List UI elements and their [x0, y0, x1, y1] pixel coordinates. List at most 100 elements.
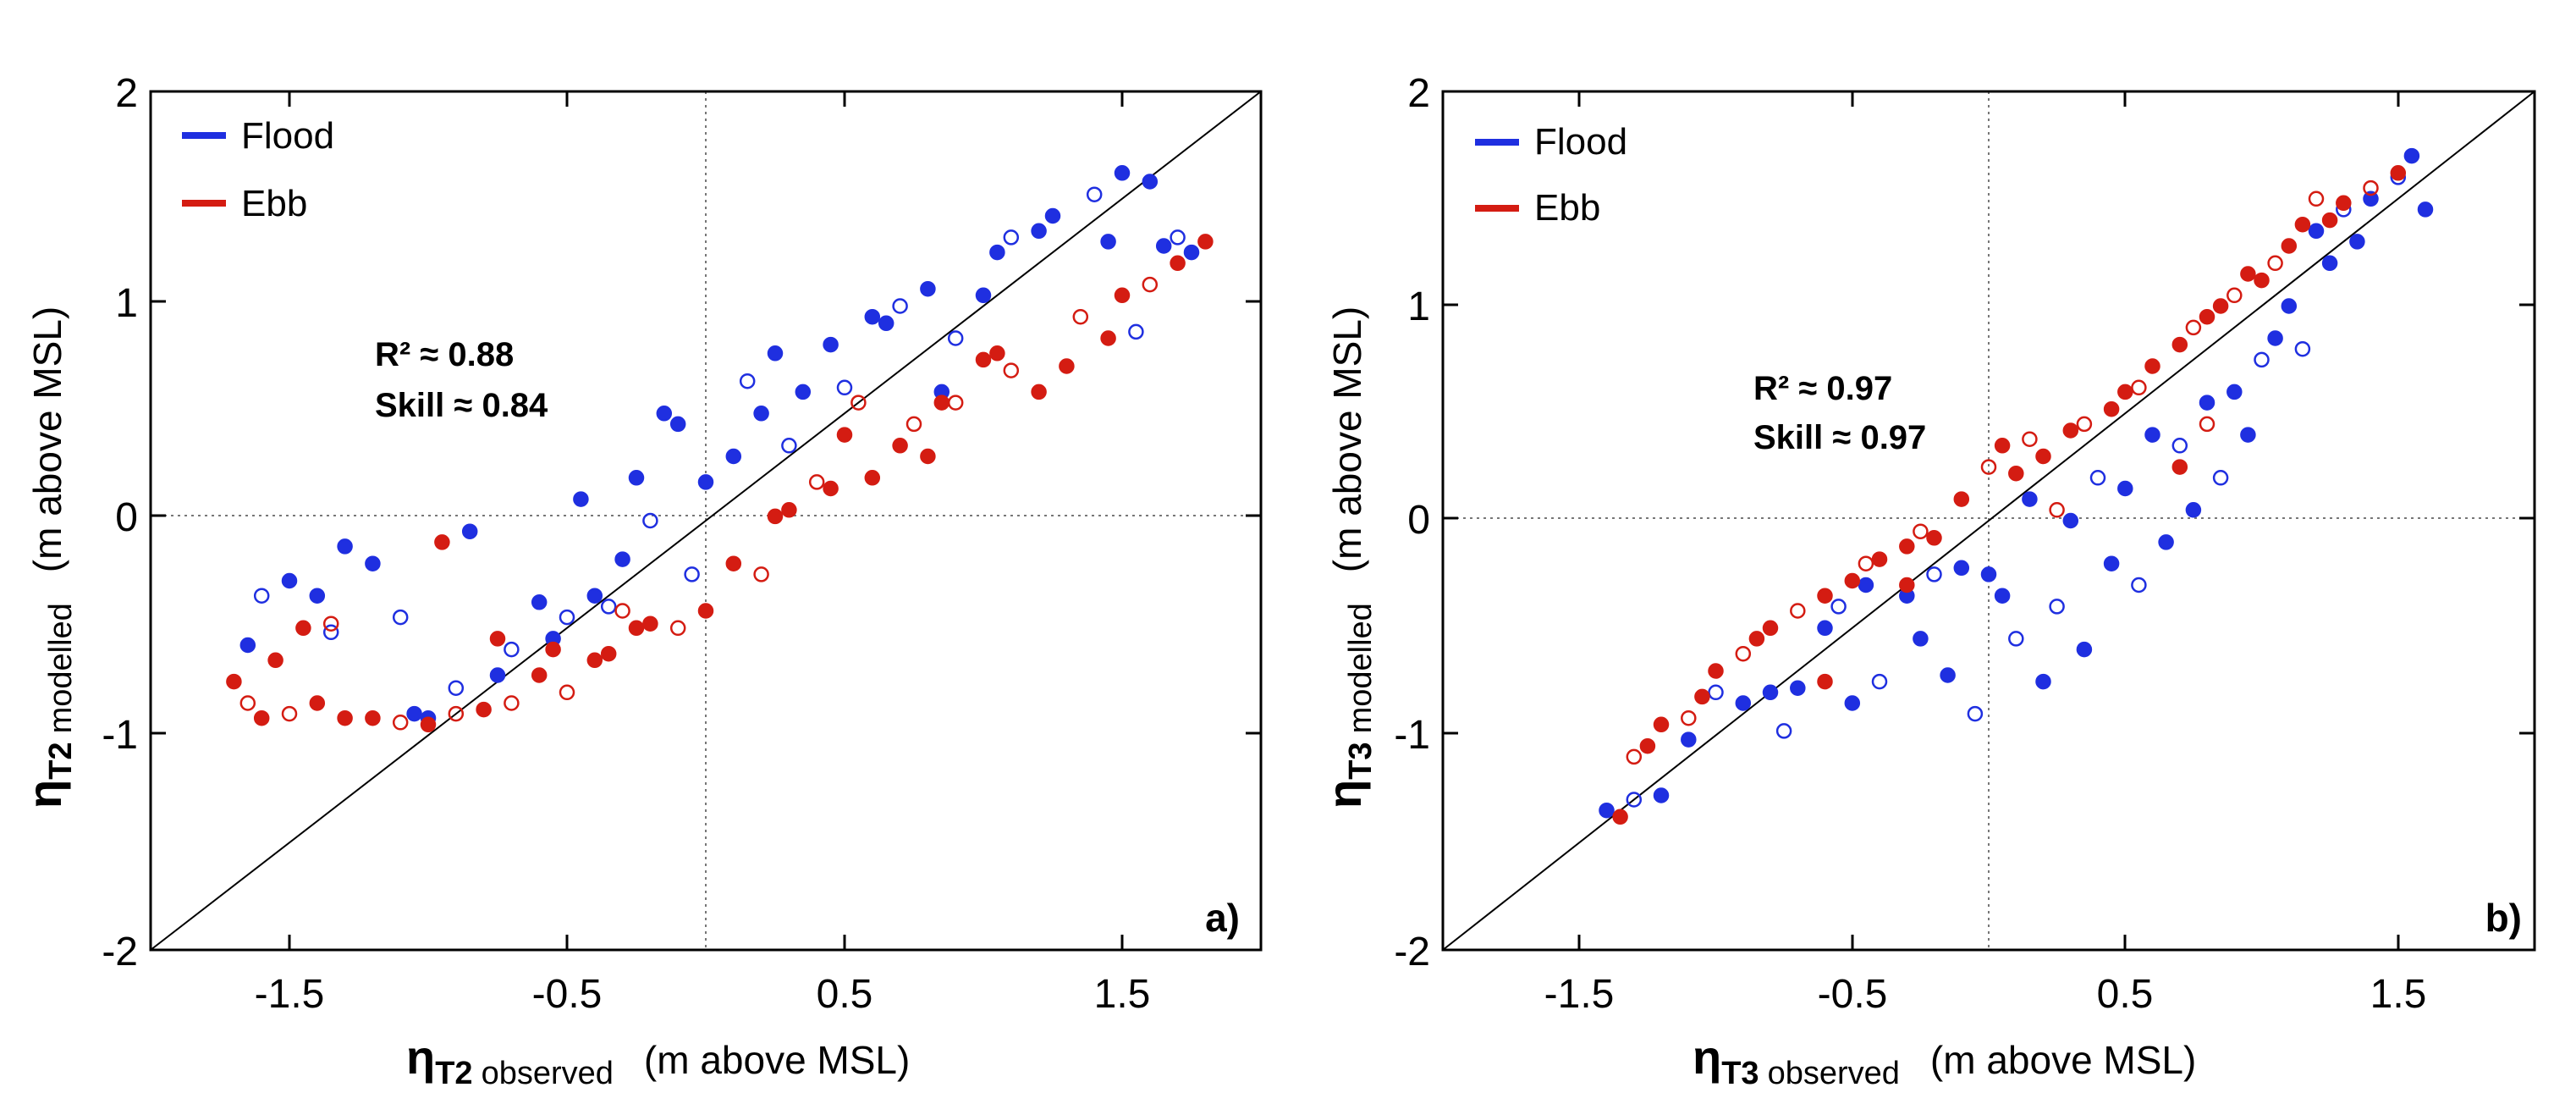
ebb-point — [1142, 276, 1159, 293]
ebb-point — [2363, 179, 2379, 196]
flood-point — [1926, 566, 1942, 582]
flood-point — [669, 416, 686, 433]
flood-point — [628, 470, 645, 486]
ebb-point — [2199, 416, 2215, 433]
x-axis — [1577, 91, 2400, 950]
ebb-point — [2076, 416, 2093, 433]
flood-point — [1953, 560, 1970, 577]
ebb-point — [1926, 530, 1942, 546]
flood-point — [1100, 234, 1116, 250]
x-axis-label: ηT2 observed (m above MSL) — [406, 1030, 910, 1091]
flood-point — [461, 523, 478, 539]
flood-point — [836, 379, 853, 396]
ebb-point — [2267, 255, 2283, 272]
ebb-point — [1681, 709, 1697, 726]
flood-point — [614, 551, 630, 567]
y-tick-label: -1 — [102, 713, 138, 758]
flood-point — [2363, 190, 2379, 207]
flood-point — [1155, 238, 1172, 254]
flood-point — [504, 641, 520, 658]
flood-point — [531, 594, 548, 610]
flood-point — [2294, 340, 2311, 357]
ebb-point — [1817, 588, 1833, 604]
flood-point — [1735, 695, 1752, 711]
ebb-point — [295, 620, 311, 637]
flood-point — [920, 280, 936, 297]
ebb-point — [1003, 362, 1020, 378]
x-axis-label: ηT3 observed (m above MSL) — [1693, 1030, 2196, 1091]
ebb-point — [1031, 384, 1047, 400]
y-label-qualifier: modelled — [43, 603, 79, 733]
ebb-point — [864, 470, 881, 486]
x-tick-label: 1.5 — [1094, 972, 1151, 1017]
flood-point — [864, 308, 881, 325]
ebb-point — [309, 695, 326, 711]
flood-point — [2321, 255, 2338, 272]
flood-point — [892, 298, 908, 314]
ebb-point — [2199, 308, 2215, 325]
y-label-symbol: η — [18, 780, 71, 809]
flood-point — [1858, 577, 1874, 593]
flood-point — [1994, 588, 2011, 604]
ebb-point — [1790, 603, 1806, 619]
y-tick-label: -2 — [1394, 930, 1430, 974]
y-axis-label: ηT3 modelled (m above MSL) — [1318, 306, 1379, 809]
x-tick-label: -1.5 — [255, 972, 325, 1017]
ebb-point — [808, 474, 825, 490]
ebb-point — [420, 716, 437, 733]
flood-point — [753, 406, 769, 422]
ebb-point — [1100, 330, 1116, 346]
ebb-point — [2294, 216, 2311, 233]
x-tick-label: -0.5 — [1818, 972, 1888, 1017]
flood-point — [2308, 223, 2325, 240]
flood-point — [2185, 502, 2202, 518]
ebb-point — [600, 645, 617, 662]
ebb-point — [1980, 459, 1997, 475]
flood-point — [684, 566, 700, 582]
ebb-point — [2336, 195, 2352, 212]
x-tick-label: 0.5 — [2097, 972, 2154, 1017]
legend-label-flood: Flood — [241, 115, 334, 157]
x-label-subscript: T2 — [435, 1056, 472, 1091]
ebb-point — [1762, 620, 1779, 637]
ebb-point — [448, 705, 465, 722]
flood-point — [1128, 323, 1144, 340]
y-tick-label: 0 — [1407, 498, 1430, 543]
flood-point — [1653, 787, 1670, 803]
panel-a: 2 1 0 -1 -2 -1.5 -0.5 0.5 1.5 Flood Ebb … — [18, 71, 1263, 1091]
flood-point — [739, 373, 756, 389]
flood-point — [322, 624, 339, 641]
ebb-point — [905, 416, 922, 433]
one-to-one-line — [1442, 91, 2535, 951]
flood-point — [2199, 395, 2215, 411]
ebb-point — [628, 620, 645, 637]
ebb-point — [2144, 358, 2160, 374]
flood-point — [1626, 792, 1643, 808]
flood-point — [2117, 480, 2133, 497]
flood-point — [1183, 244, 1200, 261]
ebb-point — [1612, 809, 1628, 825]
flood-point — [586, 588, 603, 604]
x-tick-label: -1.5 — [1544, 972, 1615, 1017]
ebb-point — [2022, 431, 2038, 447]
ebb-point — [933, 395, 950, 411]
flood-point — [1967, 705, 1984, 722]
ebb-point — [1639, 737, 1656, 754]
ebb-point — [850, 395, 867, 411]
flood-point — [1086, 186, 1103, 202]
ebb-point — [2281, 238, 2298, 254]
flood-point — [239, 637, 256, 654]
flood-point — [2144, 427, 2160, 443]
flood-point — [1830, 599, 1847, 615]
ebb-point — [2226, 287, 2243, 304]
flood-point — [781, 438, 797, 454]
flood-point — [1775, 723, 1792, 739]
y-axis — [1443, 90, 2535, 952]
flood-point — [1708, 684, 1724, 701]
flood-point — [2158, 534, 2174, 550]
flood-point — [559, 609, 575, 626]
flood-point — [1031, 223, 1047, 240]
panel-b: 2 1 0 -1 -2 -1.5 -0.5 0.5 1.5 Flood Ebb … — [1318, 71, 2536, 1091]
flood-point — [253, 588, 270, 604]
